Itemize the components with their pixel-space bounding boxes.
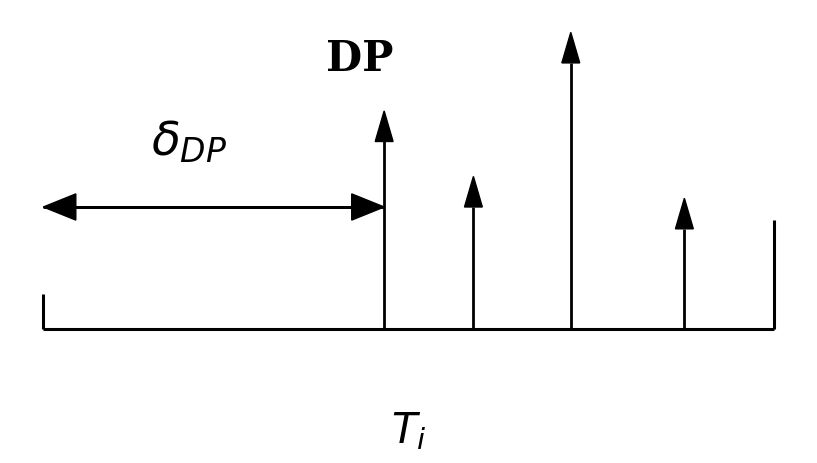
Polygon shape: [676, 199, 694, 229]
Polygon shape: [351, 194, 384, 220]
Polygon shape: [562, 33, 580, 64]
Polygon shape: [375, 112, 393, 142]
Text: $\delta_{DP}$: $\delta_{DP}$: [151, 119, 227, 165]
Text: $T_i$: $T_i$: [391, 409, 426, 450]
Polygon shape: [43, 194, 76, 220]
Text: DP: DP: [326, 38, 394, 80]
Polygon shape: [465, 177, 482, 207]
